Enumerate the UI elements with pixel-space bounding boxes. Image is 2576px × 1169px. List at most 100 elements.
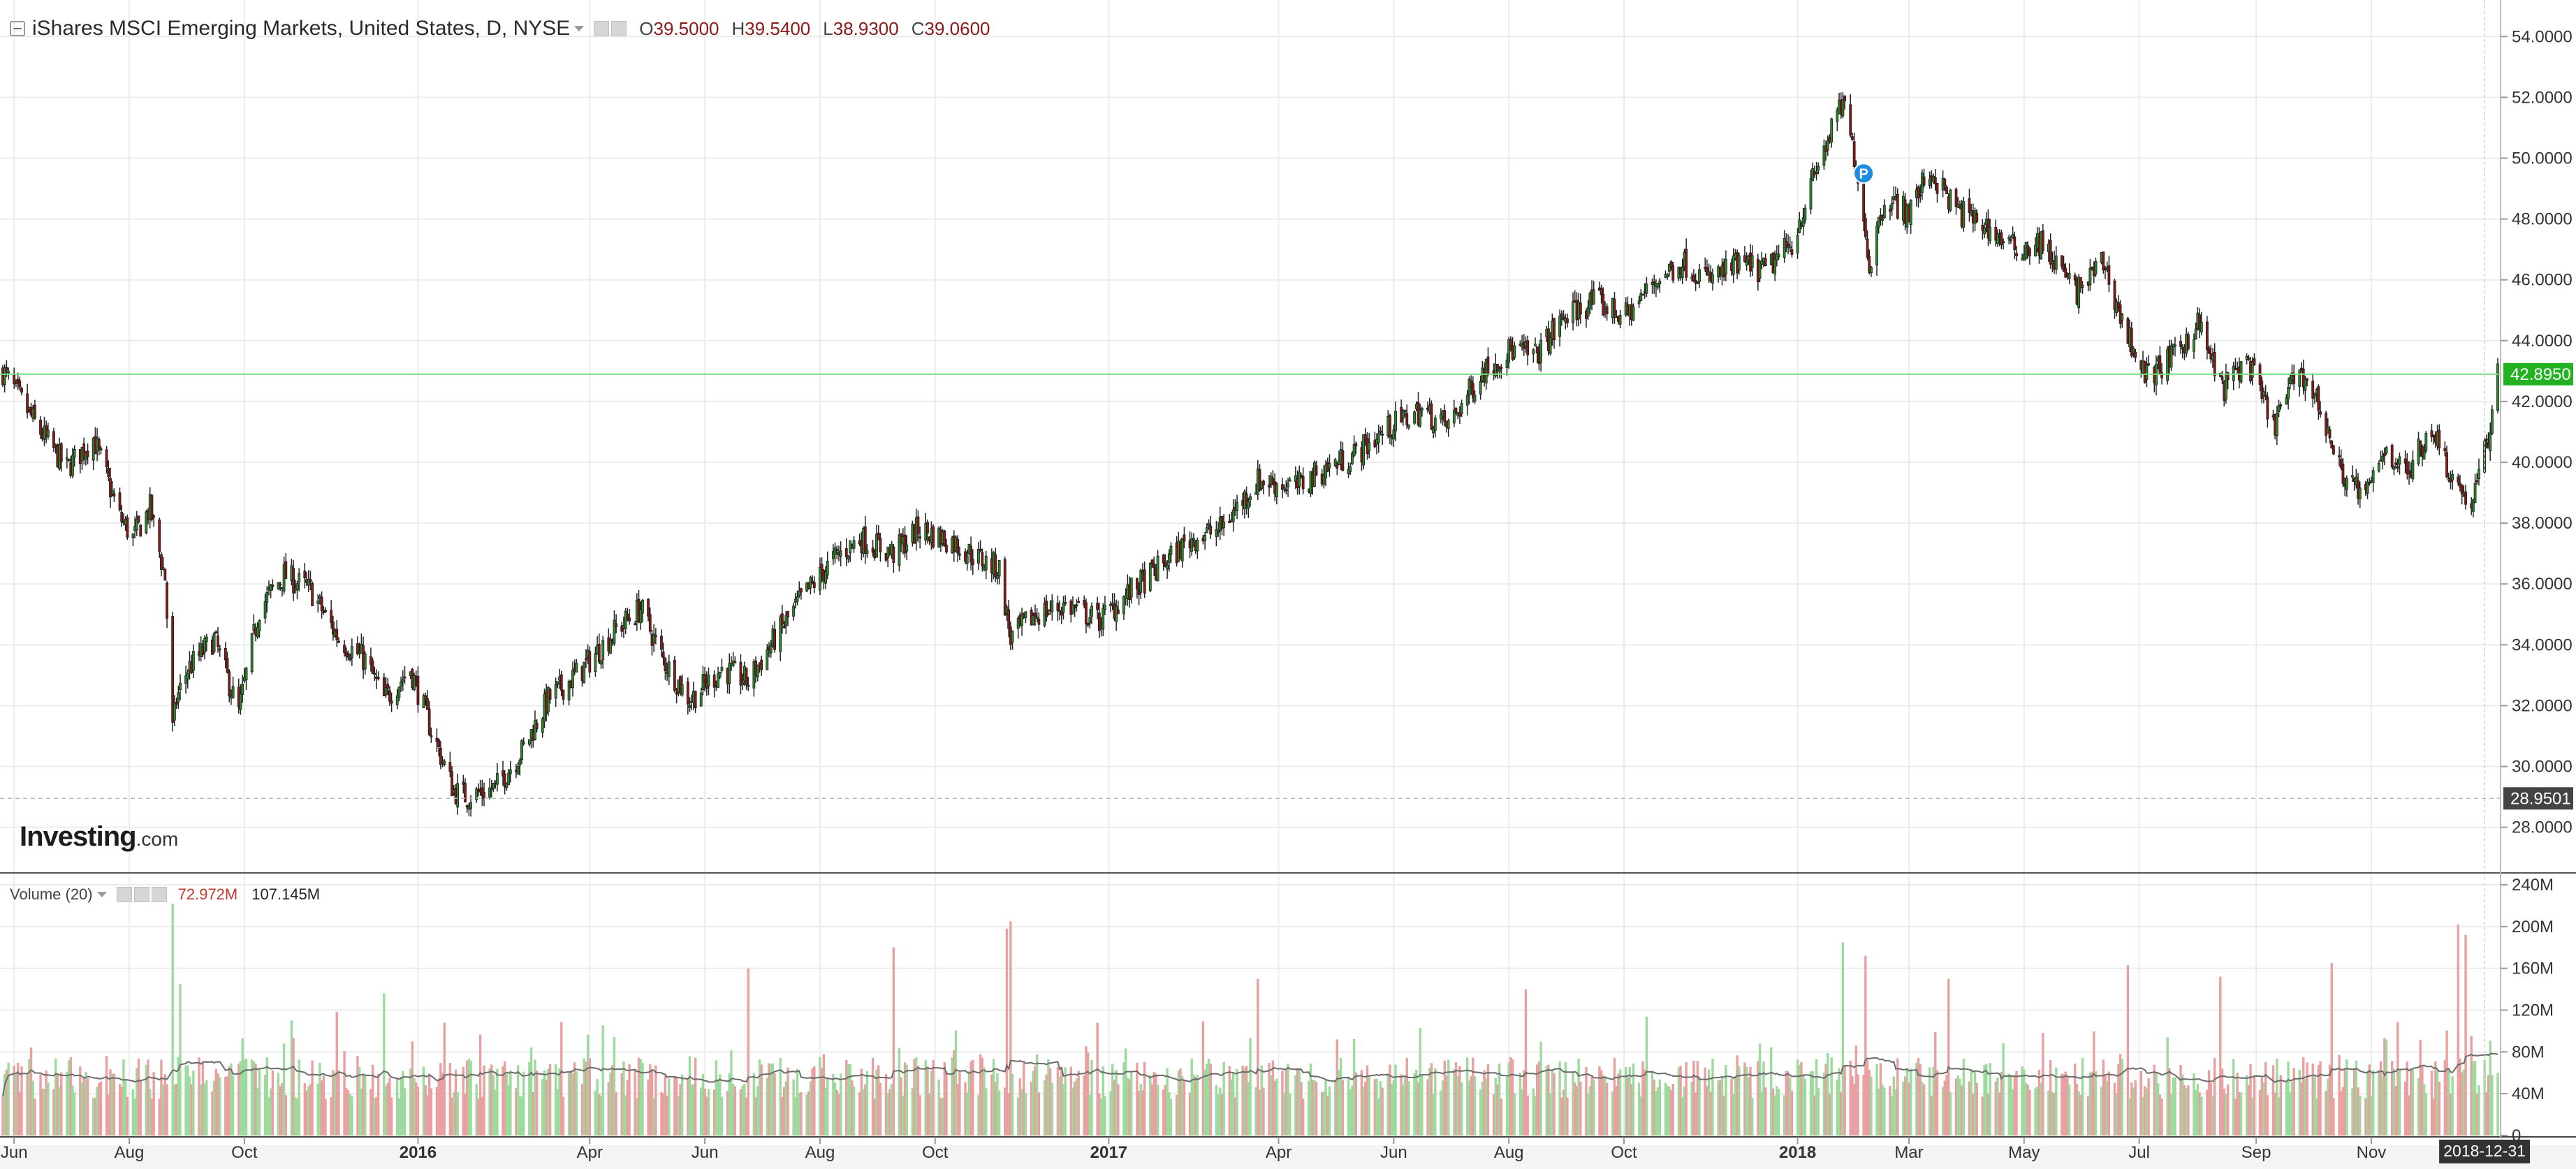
candle-body [2473,483,2477,503]
volume-bar [2381,1075,2384,1135]
volume-bar [1892,1076,1896,1135]
candle-body [1949,189,1952,211]
volume-bar [2419,1040,2422,1135]
volume-bar [1294,1075,1297,1135]
candle-body [1743,255,1746,262]
candle-body [1288,479,1291,482]
candle-body [769,644,773,654]
candle-body [1301,476,1305,490]
volume-bar [1043,1080,1046,1135]
candle-body [1558,316,1562,337]
candle-body [1705,267,1708,276]
candle-body [2262,391,2265,397]
candle-body [1732,256,1735,275]
candle-body [34,404,36,419]
volume-bar [1111,1064,1114,1135]
candle-body [1403,410,1407,413]
candle-body [173,701,176,721]
volume-bar [147,1059,149,1135]
chevron-down-icon[interactable] [96,892,107,897]
volume-bar [2340,1091,2343,1135]
volume-bar [932,1059,935,1135]
close-icon[interactable] [151,887,167,902]
candle-body [2121,314,2124,321]
volume-bar [862,1089,865,1135]
volume-bar [1545,1066,1548,1135]
candle-body [2194,328,2197,340]
volume-bar [2100,1087,2103,1135]
volume-bar [1341,1080,1345,1135]
candle-body [1071,604,1074,613]
candle-body [2077,277,2081,309]
volume-bar [386,1083,389,1135]
visibility-icon[interactable] [116,887,132,902]
volume-bar [1827,1052,1829,1135]
price-tick-label: 28.0000 [2512,818,2573,837]
candle-body [875,534,878,558]
volume-bar [1523,1070,1525,1135]
volume-bar [996,1073,999,1135]
volume-bar [1368,1076,1370,1135]
visibility-icon[interactable] [594,21,610,36]
volume-bar [1719,1080,1722,1135]
volume-bar [1183,1080,1186,1135]
volume-bar [1518,1073,1522,1135]
volume-bar [20,1066,23,1135]
volume-bar [2117,1064,2120,1135]
volume-bar [2026,1085,2029,1135]
volume-bar [1690,1082,1693,1135]
volume-bar [2196,1083,2200,1135]
volume-bar [152,1072,155,1135]
candle-body [1085,602,1088,625]
volume-bar [760,1064,763,1135]
volume-bar [1815,1059,1818,1135]
volume-bar [1720,1077,1724,1135]
candle-body [437,740,441,748]
candle-body [1167,553,1171,564]
volume-bar [534,1059,536,1135]
candle-body [1669,261,1673,268]
volume-bar [1962,1059,1966,1135]
candle-body [871,547,874,553]
candle-body [1354,443,1358,447]
open-value: 39.5000 [653,17,719,39]
collapse-icon[interactable] [10,21,25,36]
volume-bar [1007,1093,1010,1135]
settings-icon[interactable] [611,21,627,36]
candle-body [2366,482,2369,494]
volume-bar [1075,1078,1078,1135]
volume-bar [1194,1076,1197,1135]
chevron-down-icon[interactable] [574,26,585,31]
volume-bar [226,1076,229,1135]
candle-body [1086,623,1090,626]
candle-body [844,548,848,557]
candle-body [1020,614,1023,626]
candle-body [1460,403,1463,415]
candle-body [1203,534,1207,541]
candle-body [800,588,803,593]
candle-body [2007,237,2011,240]
volume-bar [18,1091,22,1135]
volume-bar [192,1070,195,1135]
candle-body [1148,562,1152,591]
volume-bar [1096,1022,1099,1135]
candle-body [496,773,499,785]
volume-bar [1751,1097,1754,1135]
candle-body [1281,484,1284,490]
candle-body [2484,439,2488,441]
volume-bar [1494,1078,1497,1135]
candle-body [1034,612,1037,617]
candle-body [263,601,267,619]
candle-body [118,492,122,510]
candle-body [217,635,219,647]
volume-bar [813,1066,816,1135]
volume-bar [2086,1096,2090,1135]
low-label: L [823,17,833,39]
settings-icon[interactable] [133,887,149,902]
volume-bar [360,1088,363,1135]
volume-bar [1959,1078,1961,1135]
volume-bar [1150,1084,1154,1135]
candle-body [1209,525,1213,535]
volume-bar [28,1059,31,1135]
